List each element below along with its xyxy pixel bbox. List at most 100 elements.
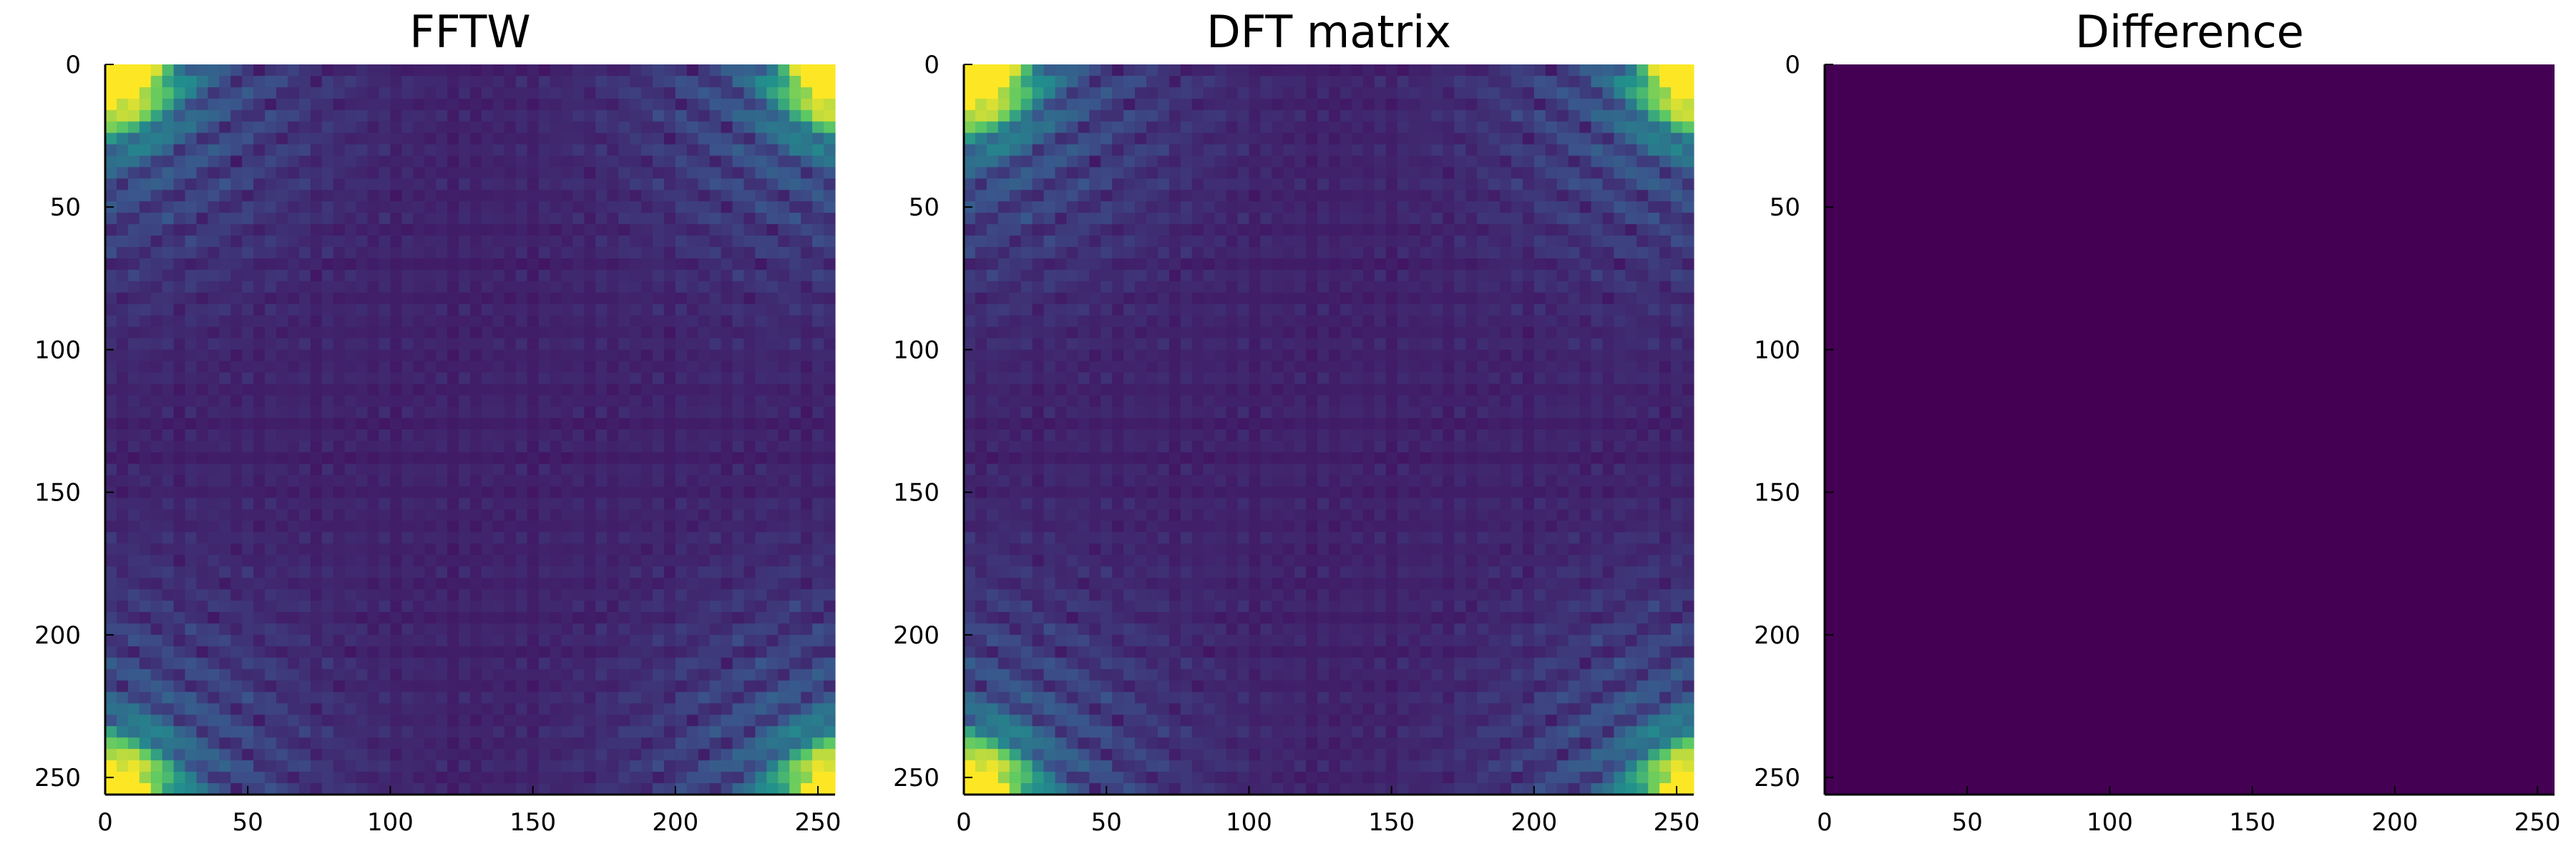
heatmap-cell [242, 463, 254, 476]
heatmap-cell [1522, 121, 1535, 134]
heatmap-cell [766, 498, 779, 510]
heatmap-cell [185, 680, 197, 693]
heatmap-cell [1055, 155, 1068, 168]
heatmap-cell [424, 543, 436, 555]
heatmap-cell [196, 292, 209, 305]
heatmap-cell [470, 520, 482, 533]
heatmap-cell [344, 75, 357, 88]
heatmap-cell [253, 372, 265, 384]
heatmap-cell [1477, 110, 1489, 122]
heatmap-cell [1431, 75, 1443, 88]
heatmap-cell [607, 646, 619, 659]
heatmap-cell [538, 167, 551, 179]
heatmap-cell [242, 760, 254, 772]
heatmap-cell [686, 178, 699, 190]
heatmap-cell [344, 440, 357, 453]
heatmap-cell [538, 691, 551, 704]
heatmap-cell [253, 75, 265, 88]
heatmap-cell [561, 269, 574, 282]
heatmap-cell [824, 326, 836, 339]
heatmap-cell [459, 315, 471, 328]
heatmap-cell [116, 361, 129, 373]
heatmap-cell [997, 190, 1010, 202]
heatmap-cell [196, 634, 209, 647]
heatmap-cell [641, 281, 653, 293]
heatmap-cell [344, 236, 357, 248]
heatmap-cell [595, 440, 608, 453]
heatmap-cell [572, 589, 585, 601]
heatmap-cell [721, 680, 733, 693]
heatmap-cell [698, 190, 711, 202]
heatmap-cell [607, 634, 619, 647]
heatmap-cell [824, 121, 836, 134]
heatmap-cell [413, 395, 425, 407]
heatmap-cell [515, 236, 528, 248]
heatmap-cell [219, 612, 231, 624]
heatmap-cell [356, 726, 369, 738]
heatmap-cell [778, 155, 790, 168]
heatmap-cell [413, 247, 425, 259]
heatmap-cell [1477, 132, 1489, 145]
heatmap-cell [504, 315, 517, 328]
heatmap-cell [265, 783, 277, 795]
heatmap-cell [310, 623, 323, 636]
heatmap-cell [709, 634, 722, 647]
heatmap-cell [686, 395, 699, 407]
heatmap-cell [1283, 98, 1295, 111]
heatmap-cell [653, 418, 665, 430]
heatmap-cell [173, 372, 186, 384]
heatmap-cell [333, 269, 346, 282]
heatmap-cell [230, 155, 243, 168]
heatmap-cell [1659, 110, 1672, 122]
heatmap-cell [367, 418, 380, 430]
heatmap-cell [105, 601, 117, 613]
heatmap-cell [607, 555, 619, 567]
heatmap-cell [538, 760, 551, 772]
heatmap-cell [789, 783, 801, 795]
heatmap-cell [492, 440, 505, 453]
heatmap-cell [515, 304, 528, 316]
heatmap-cell [504, 669, 517, 681]
heatmap-cell [298, 201, 311, 213]
heatmap-cell [515, 680, 528, 693]
heatmap-cell [265, 737, 277, 749]
heatmap-cell [1602, 110, 1615, 122]
heatmap-cell [127, 407, 140, 419]
heatmap-cell [333, 110, 346, 122]
heatmap-cell [824, 292, 836, 305]
heatmap-cell [276, 555, 288, 567]
heatmap-cell [1465, 201, 1478, 213]
heatmap-cell [447, 430, 459, 442]
heatmap-cell [550, 224, 562, 236]
heatmap-cell [698, 155, 711, 168]
heatmap-cell [288, 430, 300, 442]
heatmap-cell [1157, 167, 1170, 179]
heatmap-cell [1682, 190, 1694, 202]
heatmap-cell [173, 98, 186, 111]
heatmap-cell [801, 418, 813, 430]
heatmap-cell [390, 213, 402, 225]
heatmap-cell [789, 589, 801, 601]
heatmap-cell [367, 121, 380, 134]
heatmap-cell [242, 714, 254, 727]
heatmap-cell [150, 269, 163, 282]
heatmap-cell [538, 190, 551, 202]
heatmap-cell [413, 144, 425, 157]
heatmap-cell [653, 213, 665, 225]
heatmap-cell [401, 349, 414, 361]
heatmap-cell [584, 691, 596, 704]
heatmap-cell [789, 407, 801, 419]
heatmap-cell [173, 155, 186, 168]
heatmap-cell [641, 349, 653, 361]
heatmap-cell [1682, 178, 1694, 190]
heatmap-cell [561, 281, 574, 293]
heatmap-cell [1374, 121, 1387, 134]
heatmap-cell [801, 190, 813, 202]
heatmap-cell [470, 680, 482, 693]
heatmap-cell [424, 703, 436, 716]
heatmap-cell [584, 407, 596, 419]
heatmap-cell [265, 213, 277, 225]
heatmap-cell [196, 418, 209, 430]
heatmap-cell [162, 601, 175, 613]
heatmap-cell [686, 98, 699, 111]
